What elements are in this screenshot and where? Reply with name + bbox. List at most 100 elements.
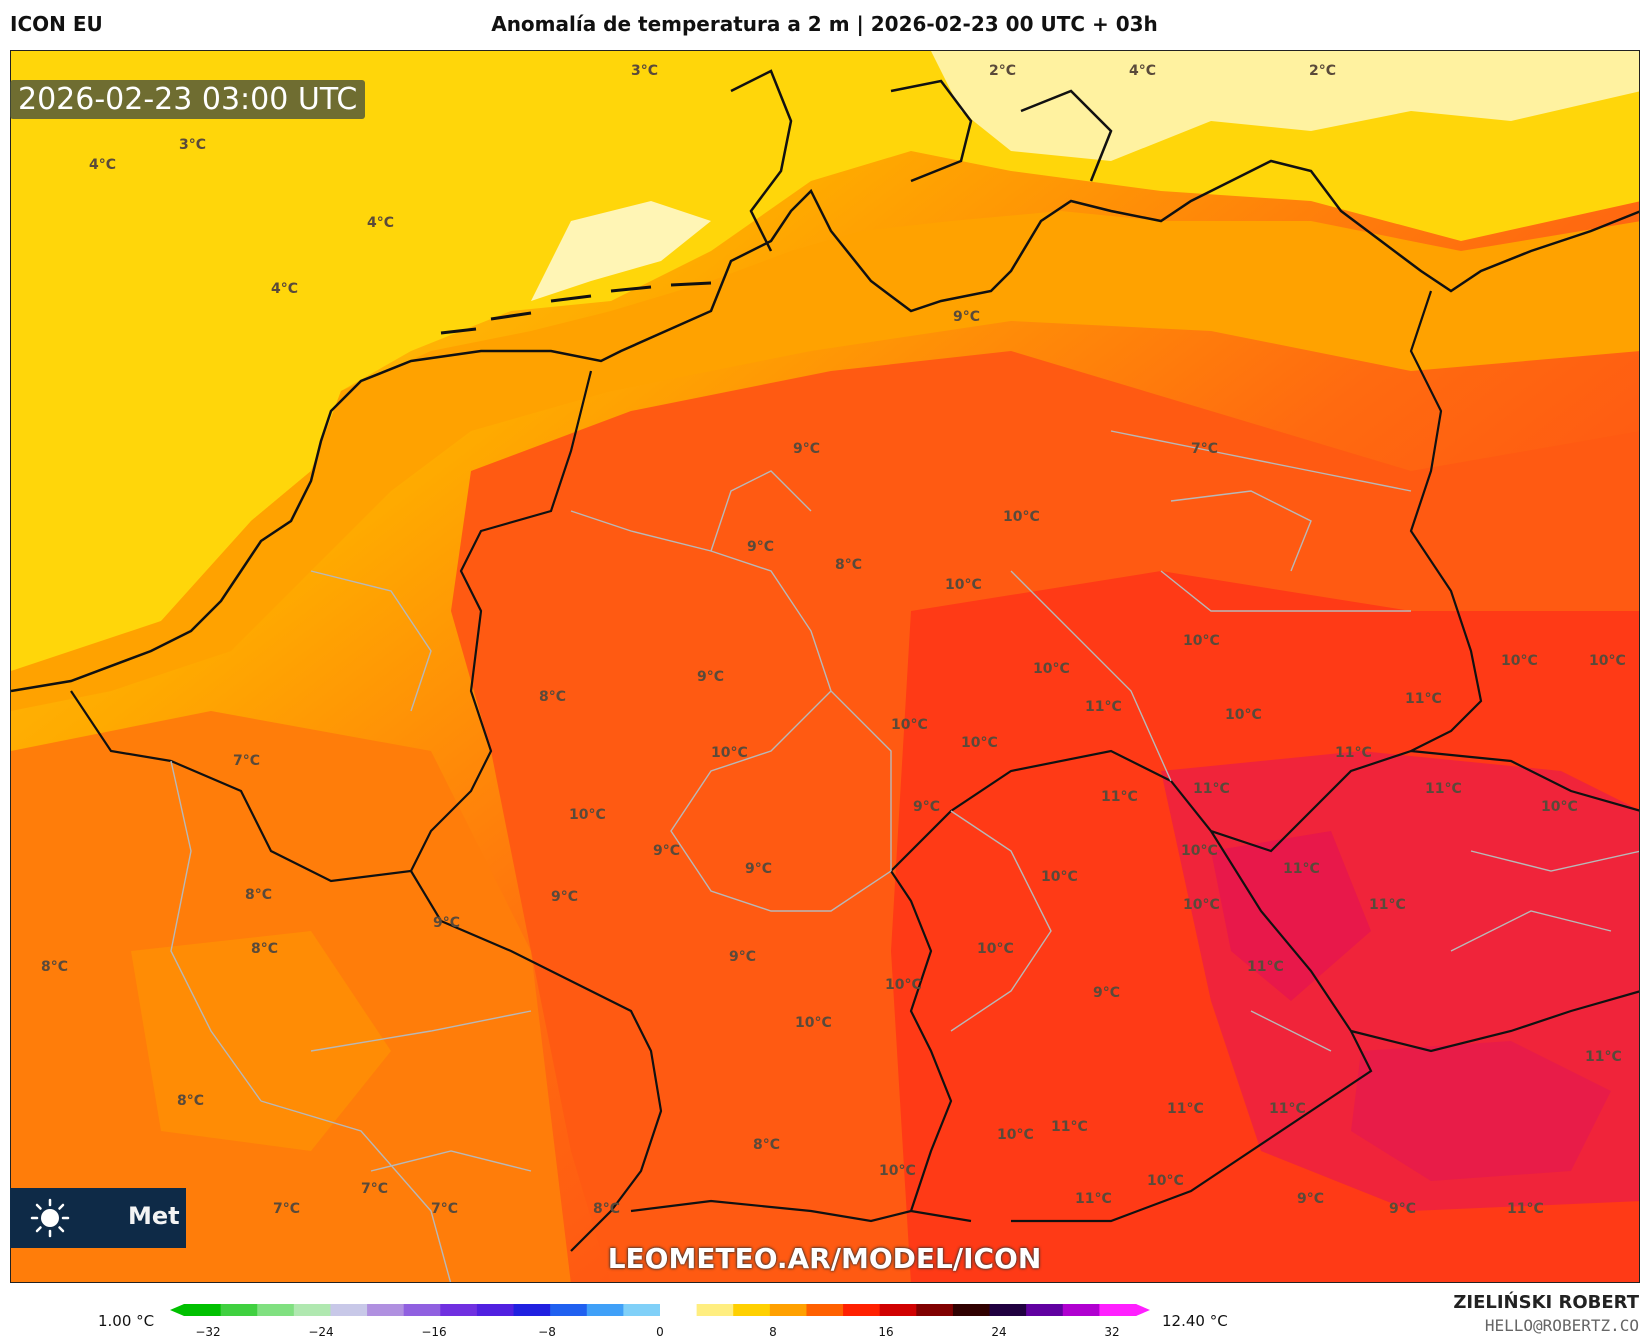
- isotherm-label: 10°C: [1147, 1173, 1184, 1189]
- isotherm-label: 10°C: [795, 1015, 832, 1031]
- isotherm-label: 10°C: [1225, 707, 1262, 723]
- isotherm-label: 10°C: [885, 977, 922, 993]
- temperature-map: 3°C 2°C 4°C 2°C 3°C 4°C 4°C 4°C 9°C 9°C …: [11, 51, 1639, 1282]
- isotherm-label: 7°C: [273, 1201, 300, 1217]
- isotherm-label: 10°C: [1003, 509, 1040, 525]
- sea-region-pale: [531, 201, 711, 301]
- colorbar-cell: [586, 1304, 624, 1316]
- colorbar-tick-label: −8: [538, 1325, 556, 1339]
- colorbar-cell: [184, 1304, 222, 1316]
- isotherm-label: 11°C: [1335, 745, 1372, 761]
- colorbar-max-label: 12.40 °C: [1162, 1312, 1228, 1330]
- colorbar-cell: [806, 1304, 844, 1316]
- isotherm-label: 9°C: [1297, 1191, 1324, 1207]
- watermark: LEOMETEO.AR/MODEL/ICON: [607, 1242, 1042, 1275]
- isotherm-label: 11°C: [1075, 1191, 1112, 1207]
- colorbar-cell: [257, 1304, 295, 1316]
- coast-orange-band: [11, 211, 1639, 711]
- isotherm-label: 9°C: [697, 669, 724, 685]
- frisian-islands: [440, 281, 712, 335]
- isotherm-label: 2°C: [1309, 63, 1336, 79]
- isotherm-label: 8°C: [753, 1137, 780, 1153]
- isotherm-labels: 3°C 2°C 4°C 2°C 3°C 4°C 4°C 4°C 9°C 9°C …: [41, 63, 1626, 1217]
- isotherm-label: 11°C: [1283, 861, 1320, 877]
- logo-text: Met: [128, 1202, 180, 1230]
- isotherm-label: 11°C: [1051, 1119, 1088, 1135]
- isotherm-label: 10°C: [977, 941, 1014, 957]
- colorbar-tick-label: −24: [308, 1325, 333, 1339]
- isotherm-label: 8°C: [539, 689, 566, 705]
- colorbar-cell: [989, 1304, 1027, 1316]
- isotherm-label: 8°C: [41, 959, 68, 975]
- isotherm-label: 9°C: [793, 441, 820, 457]
- isotherm-label: 8°C: [835, 557, 862, 573]
- isotherm-label: 7°C: [1191, 441, 1218, 457]
- sun-icon: [30, 1198, 70, 1238]
- isotherm-label: 4°C: [89, 157, 116, 173]
- colorbar-cell: [733, 1304, 771, 1316]
- colorbar-tick-label: 16: [878, 1325, 893, 1339]
- isotherm-label: 3°C: [631, 63, 658, 79]
- colorbar-extend-low: [170, 1304, 184, 1316]
- isotherm-label: 11°C: [1425, 781, 1462, 797]
- isotherm-label: 10°C: [1183, 633, 1220, 649]
- colorbar-extend-high: [1136, 1304, 1150, 1316]
- author-credit: ZIELIŃSKI ROBERT: [1453, 1292, 1639, 1313]
- colorbar-cell: [1099, 1304, 1137, 1316]
- coastline: [11, 159, 1639, 693]
- colorbar-cell: [293, 1304, 331, 1316]
- colorbar-cell: [916, 1304, 954, 1316]
- isotherm-label: 4°C: [367, 215, 394, 231]
- isotherm-label: 9°C: [653, 843, 680, 859]
- isotherm-label: 8°C: [177, 1093, 204, 1109]
- isotherm-label: 11°C: [1405, 691, 1442, 707]
- isotherm-label: 11°C: [1193, 781, 1230, 797]
- isotherm-label: 10°C: [945, 577, 982, 593]
- isotherm-label: 4°C: [1129, 63, 1156, 79]
- colorbar-cell: [623, 1304, 661, 1316]
- isotherm-label: 8°C: [245, 887, 272, 903]
- warm-patch-west: [131, 931, 391, 1151]
- colorbar-cell: [769, 1304, 807, 1316]
- map-area[interactable]: 3°C 2°C 4°C 2°C 3°C 4°C 4°C 4°C 9°C 9°C …: [10, 50, 1640, 1283]
- country-borders: [70, 290, 1639, 1252]
- isotherm-label: 9°C: [913, 799, 940, 815]
- logo-badge[interactable]: Met: [10, 1188, 186, 1248]
- valid-time-badge: 2026-02-23 03:00 UTC: [10, 80, 366, 119]
- isotherm-label: 11°C: [1247, 959, 1284, 975]
- isotherm-label: 11°C: [1269, 1101, 1306, 1117]
- colorbar-cell: [367, 1304, 405, 1316]
- sea-region-yellow: [11, 51, 1639, 671]
- isotherm-label: 7°C: [361, 1181, 388, 1197]
- isotherm-label: 10°C: [961, 735, 998, 751]
- isotherm-label: 9°C: [551, 889, 578, 905]
- colorbar-cell: [696, 1304, 734, 1316]
- author-email[interactable]: HELLO@ROBERTZ.CO: [1484, 1316, 1639, 1335]
- isotherm-label: 10°C: [1501, 653, 1538, 669]
- isotherm-label: 9°C: [747, 539, 774, 555]
- isotherm-label: 9°C: [1389, 1201, 1416, 1217]
- colorbar-cell: [952, 1304, 991, 1316]
- colorbar-cell: [843, 1304, 881, 1316]
- isotherm-label: 9°C: [1093, 985, 1120, 1001]
- isotherm-label: 11°C: [1101, 789, 1138, 805]
- region-borders: [170, 430, 1639, 1282]
- colorbar-cell: [476, 1304, 515, 1316]
- hot-region-pink: [1211, 831, 1371, 1001]
- isotherm-label: 10°C: [879, 1163, 916, 1179]
- isotherm-label: 7°C: [233, 753, 260, 769]
- isotherm-label: 10°C: [1033, 661, 1070, 677]
- isotherm-label: 11°C: [1369, 897, 1406, 913]
- isotherm-label: 10°C: [1183, 897, 1220, 913]
- colorbar: −32 −24 −16 −8 0 8 16 24 32: [170, 1304, 1150, 1339]
- isotherm-label: 10°C: [1541, 799, 1578, 815]
- isotherm-label: 9°C: [433, 915, 460, 931]
- hot-region-pink-2: [1351, 1041, 1611, 1181]
- colorbar-cell: [1026, 1304, 1064, 1316]
- isotherm-label: 11°C: [1507, 1201, 1544, 1217]
- isotherm-label: 8°C: [251, 941, 278, 957]
- colorbar-tick-label: 24: [991, 1325, 1006, 1339]
- colorbar-cell: [440, 1304, 478, 1316]
- chart-title: Anomalía de temperatura a 2 m | 2026-02-…: [491, 12, 1158, 36]
- isotherm-label: 3°C: [179, 137, 206, 153]
